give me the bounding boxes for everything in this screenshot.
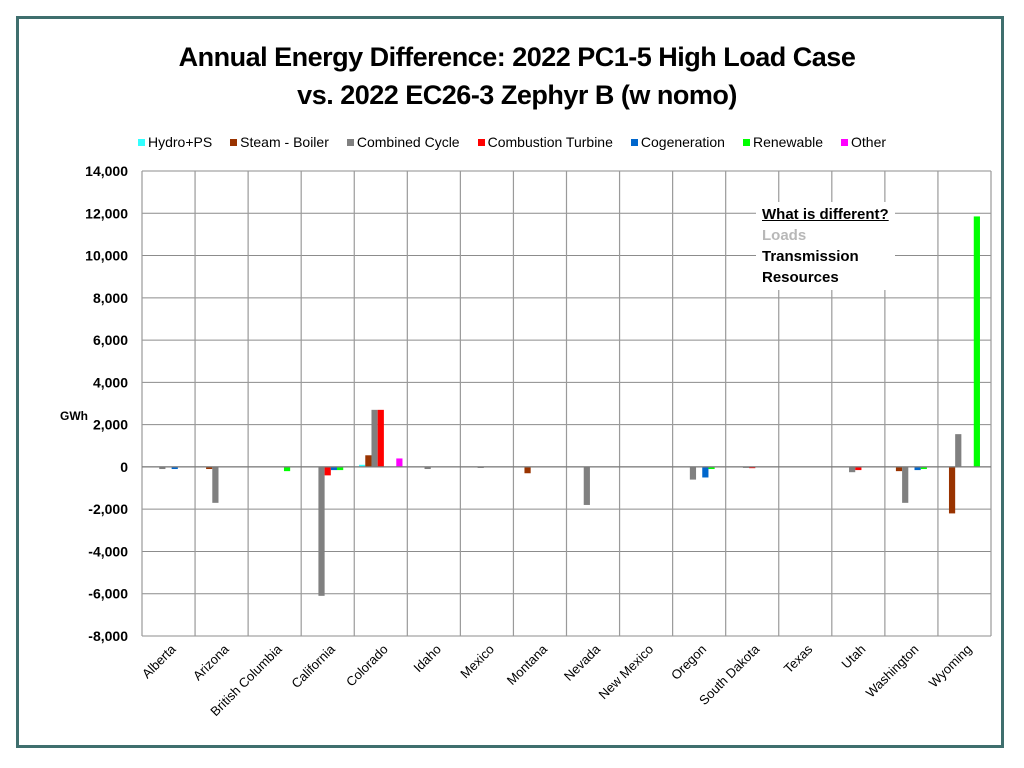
chart-title: Annual Energy Difference: 2022 PC1-5 Hig… — [0, 38, 1024, 114]
legend-item: Combined Cycle — [346, 134, 460, 150]
legend-label: Cogeneration — [640, 134, 725, 150]
bar — [359, 464, 366, 467]
x-tick-label: California — [288, 641, 338, 691]
y-tick-label: -8,000 — [88, 628, 128, 644]
bar — [955, 434, 962, 467]
bar — [377, 409, 384, 467]
annotation-item-resources: Resources — [762, 269, 839, 286]
legend-item: Other — [841, 134, 886, 150]
bar — [914, 466, 921, 471]
bar — [365, 455, 372, 467]
legend: Hydro+PS Steam - Boiler Combined Cycle Comb… — [0, 134, 1024, 150]
y-tick-label: -6,000 — [88, 586, 128, 602]
y-tick-label: -2,000 — [88, 501, 128, 517]
legend-swatch — [742, 138, 750, 146]
y-tick-label: 14,000 — [85, 163, 128, 179]
legend-swatch — [841, 138, 849, 146]
slide-frame — [16, 16, 1004, 748]
bar — [396, 458, 403, 467]
y-tick-label: 8,000 — [93, 290, 128, 306]
y-tick-label: 4,000 — [93, 374, 128, 390]
bar — [920, 466, 927, 470]
bar — [583, 466, 590, 505]
bar — [159, 466, 166, 470]
legend-swatch — [630, 138, 638, 146]
bar — [749, 466, 756, 469]
annotation-box: What is different? Loads Transmission Re… — [756, 202, 895, 290]
y-tick-label: 2,000 — [93, 417, 128, 433]
bar — [702, 466, 709, 478]
bar — [424, 466, 431, 470]
bar — [895, 466, 903, 472]
bar — [708, 466, 715, 470]
legend-item: Cogeneration — [630, 134, 725, 150]
x-tick-label: Mexico — [457, 642, 497, 682]
x-tick-label: Alberta — [139, 641, 179, 681]
annotation-item-loads: Loads — [762, 227, 807, 244]
bar — [973, 216, 980, 467]
legend-label: Combustion Turbine — [487, 134, 613, 150]
legend-label: Hydro+PS — [147, 134, 213, 150]
legend-item: Hydro+PS — [137, 134, 213, 150]
legend-swatch — [137, 138, 145, 146]
bar — [849, 466, 856, 473]
x-tick-label: Oregon — [668, 642, 709, 683]
legend-label: Renewable — [752, 134, 824, 150]
legend-label: Combined Cycle — [356, 134, 460, 150]
x-tick-label: Washington — [863, 642, 922, 701]
legend-swatch — [477, 138, 485, 146]
x-tick-label: Arizona — [190, 641, 232, 683]
legend-item: Combustion Turbine — [477, 134, 613, 150]
bar — [855, 466, 862, 471]
x-tick-label: Wyoming — [926, 642, 975, 691]
x-tick-label: Nevada — [561, 641, 604, 684]
y-tick-label: 10,000 — [85, 248, 128, 264]
y-tick-label: -4,000 — [88, 543, 128, 559]
bar — [206, 466, 213, 470]
y-axis-label: GWh — [60, 409, 88, 423]
annotation-heading: What is different? — [762, 206, 889, 223]
bar — [948, 466, 956, 514]
bar — [524, 466, 531, 474]
legend-item: Renewable — [742, 134, 824, 150]
x-tick-label: Montana — [504, 641, 551, 688]
legend-swatch — [230, 138, 238, 146]
legend-swatch — [346, 138, 354, 146]
bar — [371, 409, 378, 467]
bar — [324, 466, 331, 476]
bar — [171, 466, 178, 470]
bar — [330, 466, 338, 471]
legend-item: Steam - Boiler — [230, 134, 329, 150]
bar — [902, 466, 909, 503]
y-tick-label: 12,000 — [85, 205, 128, 221]
bar — [318, 466, 325, 596]
chart-title-line-1: Annual Energy Difference: 2022 PC1-5 Hig… — [178, 42, 856, 72]
chart-title-line-2: vs. 2022 EC26-3 Zephyr B (w nomo) — [297, 80, 737, 110]
y-tick-label: 0 — [120, 459, 128, 475]
annotation-item-transmission: Transmission — [762, 248, 859, 265]
x-tick-label: Utah — [838, 642, 868, 672]
y-tick-label: 6,000 — [93, 332, 128, 348]
legend-label: Other — [851, 134, 887, 150]
bar — [689, 466, 697, 480]
bar — [283, 466, 291, 472]
x-tick-label: Idaho — [410, 642, 444, 676]
x-tick-label: New Mexico — [596, 642, 657, 703]
x-tick-label: Texas — [781, 641, 816, 676]
x-tick-label: Colorado — [343, 642, 391, 690]
legend-label: Steam - Boiler — [240, 134, 329, 150]
bar — [337, 466, 344, 471]
bar — [212, 466, 219, 503]
